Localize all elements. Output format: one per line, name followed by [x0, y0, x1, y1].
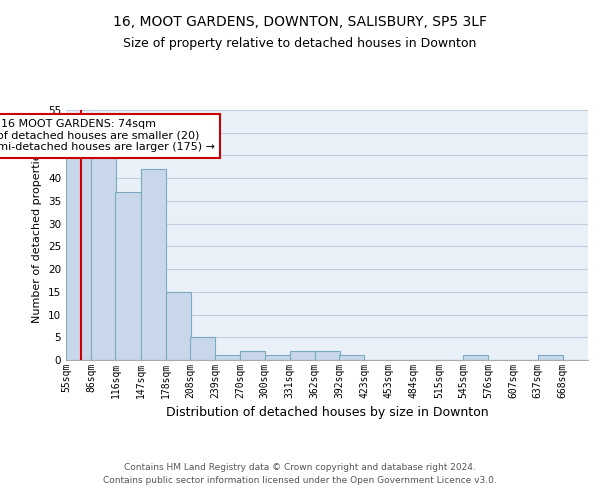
Text: Contains HM Land Registry data © Crown copyright and database right 2024.: Contains HM Land Registry data © Crown c… [124, 462, 476, 471]
Bar [290, 351, 315, 360]
Text: Size of property relative to detached houses in Downton: Size of property relative to detached ho… [124, 38, 476, 51]
Bar [190, 338, 215, 360]
Y-axis label: Number of detached properties: Number of detached properties [32, 148, 43, 322]
Bar [339, 356, 364, 360]
Bar [66, 156, 91, 360]
Text: Contains public sector information licensed under the Open Government Licence v3: Contains public sector information licen… [103, 476, 497, 485]
Bar [240, 351, 265, 360]
Bar [463, 356, 488, 360]
Bar [215, 356, 240, 360]
Bar [115, 192, 140, 360]
Bar [166, 292, 191, 360]
Bar [265, 356, 290, 360]
Bar [140, 169, 166, 360]
Text: 16, MOOT GARDENS, DOWNTON, SALISBURY, SP5 3LF: 16, MOOT GARDENS, DOWNTON, SALISBURY, SP… [113, 15, 487, 29]
X-axis label: Distribution of detached houses by size in Downton: Distribution of detached houses by size … [166, 406, 488, 420]
Text: 16 MOOT GARDENS: 74sqm
← 10% of detached houses are smaller (20)
88% of semi-det: 16 MOOT GARDENS: 74sqm ← 10% of detached… [0, 119, 215, 152]
Bar [315, 351, 340, 360]
Bar [91, 151, 116, 360]
Bar [538, 356, 563, 360]
